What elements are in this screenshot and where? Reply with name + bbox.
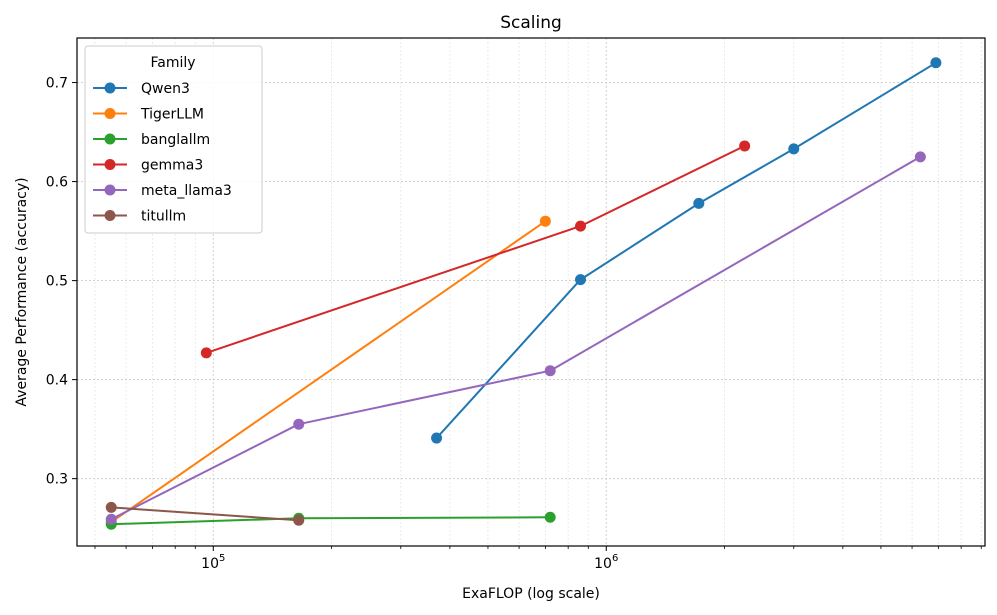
legend-marker-gemma3 [104,159,116,170]
data-point-titullm [105,501,117,513]
x-axis-label: ExaFLOP (log scale) [462,586,600,602]
legend-marker-Qwen3 [104,82,116,94]
legend-marker-banglallm [104,133,116,145]
legend-label-titullm: titullm [141,209,186,225]
legend-marker-titullm [104,210,116,221]
plot-frame [76,37,986,547]
x-tick-label: 106 [594,553,618,572]
data-point-gemma3 [739,140,751,152]
data-point-gemma3 [575,220,587,232]
y-axis-label: Average Performance (accuracy) [14,177,30,406]
legend-label-meta_llama3: meta_llama3 [141,183,232,199]
data-point-TigerLLM [539,215,551,227]
data-point-banglallm [544,511,556,523]
legend-marker-TigerLLM [104,108,116,119]
legend-title: Family [150,55,195,71]
data-point-Qwen3 [930,57,942,69]
legend-box [84,45,263,234]
legend-label-Qwen3: Qwen3 [141,81,190,97]
y-tick-label: 0.5 [46,274,68,290]
y-axis-ticks: 0.3 0.4 0.5 0.6 0.7 [46,76,77,488]
data-point-meta_llama3 [105,513,117,525]
data-point-titullm [293,514,305,526]
data-point-Qwen3 [431,432,443,444]
data-point-gemma3 [200,347,212,359]
series-line-TigerLLM [110,220,546,524]
data-point-meta_llama3 [293,418,305,430]
legend-label-TigerLLM: TigerLLM [140,107,204,123]
legend-label-banglallm: banglallm [141,132,210,148]
x-axis-ticks: 105 106 [94,546,982,572]
legend-marker-meta_llama3 [104,184,116,196]
y-tick-label: 0.3 [46,472,68,488]
x-tick-label: 105 [201,553,225,572]
data-point-Qwen3 [788,143,800,155]
data-point-meta_llama3 [914,151,926,163]
y-tick-label: 0.6 [46,175,68,191]
legend-label-gemma3: gemma3 [141,158,203,174]
series-line-meta_llama3 [110,155,921,521]
data-point-meta_llama3 [544,365,556,377]
legend-entries: Qwen3 TigerLLM banglallm gemma3 meta_llama3t… [93,81,232,225]
series-layer [105,57,942,530]
chart-title: Scaling [500,13,562,33]
series-line-titullm [111,506,299,522]
data-point-Qwen3 [693,197,705,209]
data-point-Qwen3 [575,274,587,286]
y-tick-label: 0.7 [46,76,68,92]
legend: Family Qwen3 TigerLLM banglallm gemma3 meta_… [84,45,263,234]
y-tick-label: 0.4 [46,373,68,389]
